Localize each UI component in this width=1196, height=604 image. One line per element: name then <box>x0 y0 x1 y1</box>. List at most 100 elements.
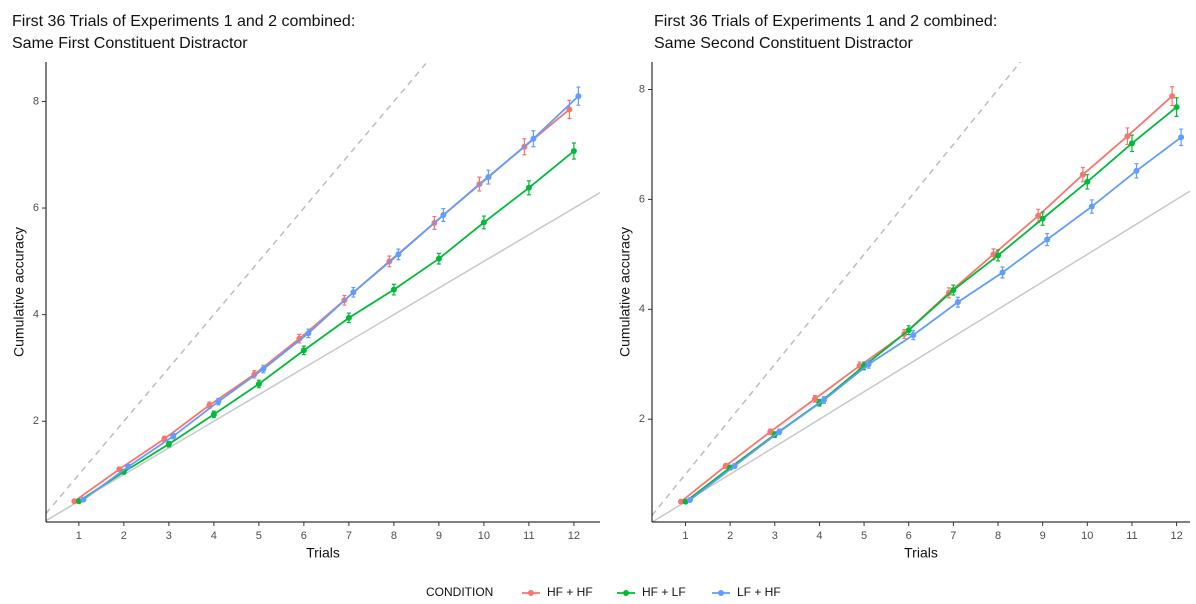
legend-key-point <box>718 590 724 596</box>
point <box>677 498 684 505</box>
point <box>731 462 738 469</box>
point <box>260 366 267 373</box>
x-tick-label: 10 <box>478 530 490 542</box>
x-tick-label: 7 <box>346 530 352 542</box>
point <box>776 428 783 435</box>
legend-title: CONDITION <box>426 585 493 599</box>
x-tick-label: 5 <box>256 530 262 542</box>
point <box>954 299 961 306</box>
series-line <box>82 95 580 501</box>
point <box>210 411 217 418</box>
x-tick-label: 12 <box>568 530 580 542</box>
x-tick-label: 11 <box>1126 530 1137 542</box>
point <box>1039 215 1046 222</box>
point <box>125 463 132 470</box>
point <box>1088 203 1095 210</box>
point <box>1035 212 1042 219</box>
point <box>990 251 997 258</box>
x-tick-label: 6 <box>301 530 307 542</box>
point <box>305 330 312 337</box>
x-tick-label: 12 <box>1170 530 1182 542</box>
y-tick-label: 4 <box>639 303 645 315</box>
y-axis-title: Cumulative accuracy <box>617 227 633 357</box>
legend-label: HF + LF <box>642 585 686 599</box>
point <box>1178 134 1185 141</box>
reference-line <box>652 62 1022 516</box>
point <box>390 286 397 293</box>
point <box>767 428 774 435</box>
y-tick-label: 4 <box>33 309 39 321</box>
legend-key-point <box>528 590 534 596</box>
point <box>300 347 307 354</box>
point <box>811 395 818 402</box>
x-axis-title: Trials <box>306 545 340 561</box>
point <box>1044 236 1051 243</box>
point <box>682 498 689 505</box>
point <box>530 135 537 142</box>
y-axis-title: Cumulative accuracy <box>11 227 27 357</box>
x-tick-label: 1 <box>76 530 82 542</box>
point <box>1173 104 1180 111</box>
y-tick-label: 8 <box>33 95 39 107</box>
x-tick-label: 2 <box>121 530 127 542</box>
chart-subtitle: Same First Constituent Distractor <box>12 35 248 52</box>
point <box>75 498 82 505</box>
point <box>255 380 262 387</box>
y-tick-label: 2 <box>639 413 645 425</box>
reference-line <box>46 191 600 522</box>
legend-label: LF + HF <box>737 585 781 599</box>
point <box>905 327 912 334</box>
point <box>485 174 492 181</box>
point <box>1169 93 1176 100</box>
point <box>116 466 123 473</box>
point <box>999 269 1006 276</box>
point <box>1128 140 1135 147</box>
point <box>1079 171 1086 178</box>
point <box>566 106 573 113</box>
chart-title: First 36 Trials of Experiments 1 and 2 c… <box>12 13 355 30</box>
y-tick-label: 6 <box>639 193 645 205</box>
x-tick-label: 8 <box>391 530 397 542</box>
point <box>686 497 693 504</box>
point <box>525 184 532 191</box>
point <box>395 251 402 258</box>
point <box>950 287 957 294</box>
y-tick-label: 2 <box>33 415 39 427</box>
x-tick-label: 9 <box>436 530 442 542</box>
x-tick-label: 3 <box>772 530 778 542</box>
x-tick-label: 5 <box>861 530 867 542</box>
x-tick-label: 9 <box>1040 530 1046 542</box>
legend-key-point <box>623 590 629 596</box>
y-tick-label: 8 <box>639 83 645 95</box>
point <box>570 148 577 155</box>
x-tick-label: 4 <box>211 530 217 542</box>
series-line <box>689 136 1182 501</box>
point <box>1124 133 1131 140</box>
point <box>480 219 487 226</box>
x-tick-label: 11 <box>523 530 534 542</box>
point <box>170 433 177 440</box>
reference-line <box>652 190 1190 522</box>
point <box>165 441 172 448</box>
point <box>910 332 917 339</box>
point <box>440 211 447 218</box>
x-tick-label: 8 <box>995 530 1001 542</box>
x-tick-label: 6 <box>906 530 912 542</box>
point <box>820 396 827 403</box>
chart-subtitle: Same Second Constituent Distractor <box>654 35 913 52</box>
point <box>71 498 78 505</box>
point <box>215 398 222 405</box>
x-tick-label: 1 <box>682 530 688 542</box>
point <box>350 289 357 296</box>
x-axis-title: Trials <box>904 545 938 561</box>
x-tick-label: 2 <box>727 530 733 542</box>
series-line <box>684 106 1178 503</box>
point <box>1084 178 1091 185</box>
point <box>995 252 1002 259</box>
point <box>435 255 442 262</box>
series-line <box>73 108 570 502</box>
x-tick-label: 4 <box>816 530 822 542</box>
legend-label: HF + HF <box>547 585 593 599</box>
series-line <box>680 95 1173 503</box>
